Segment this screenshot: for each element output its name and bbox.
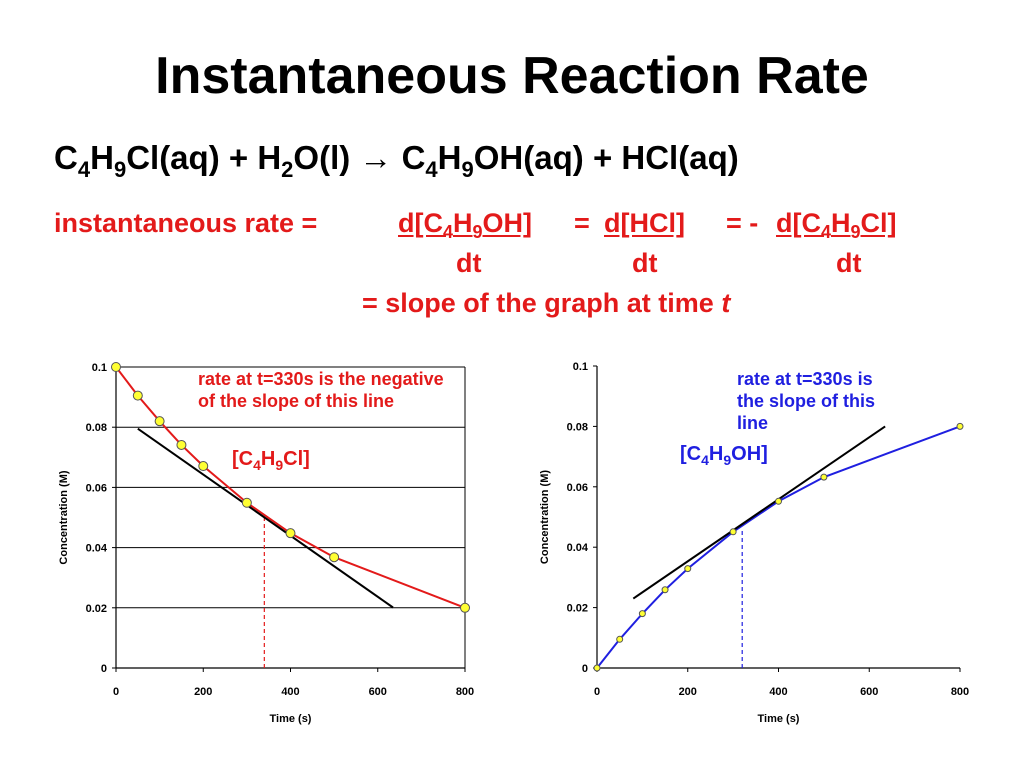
chart2-y-tick-label: 0 xyxy=(582,663,588,675)
chart2-data-point xyxy=(729,528,737,536)
chart1-data-point xyxy=(132,390,143,401)
chart2-x-tick-label: 600 xyxy=(860,686,878,698)
slope-statement: = slope of the graph at time t xyxy=(362,286,730,320)
chart2-x-tick-label: 800 xyxy=(951,686,969,698)
chart1-y-tick-label: 0.06 xyxy=(86,482,107,494)
chart2-data-point xyxy=(638,610,646,618)
chart1-y-tick-label: 0.1 xyxy=(92,362,107,374)
rate-term-2: d[HCl] xyxy=(604,208,685,238)
chart2-y-tick-label: 0.06 xyxy=(567,482,588,494)
chart2-series-label: [C4H9OH] xyxy=(680,443,768,468)
chart2-data-point xyxy=(684,565,692,573)
chart1-y-tick-label: 0 xyxy=(101,663,107,675)
rate-term-1: d[C4H9OH] xyxy=(398,208,533,242)
denominator-3: dt xyxy=(836,248,862,278)
chart2-y-tick-label: 0.04 xyxy=(567,542,589,554)
chart2-y-tick-label: 0.08 xyxy=(567,421,588,433)
rate-equals-2: = xyxy=(574,208,590,238)
chart2-tangent-line xyxy=(632,425,886,600)
chart1-x-axis-label: Time (s) xyxy=(270,713,312,725)
chart1-data-point xyxy=(329,552,340,563)
chart1-x-tick-label: 200 xyxy=(194,686,212,698)
plus-sign-1: + xyxy=(228,139,249,176)
product-1: C4H9OH(aq) xyxy=(401,139,584,182)
chart2-data-point xyxy=(593,664,601,672)
chart2-data-point xyxy=(616,635,624,643)
chart1-y-tick-label: 0.04 xyxy=(86,543,108,555)
chart2-series-line xyxy=(596,425,961,669)
chart2-x-tick-label: 0 xyxy=(594,686,600,698)
product-2: HCl(aq) xyxy=(621,139,739,176)
reaction-equation: C4H9Cl(aq) + H2O(l) → C4H9OH(aq) + HCl(a… xyxy=(54,138,739,182)
slope-time-variable: t xyxy=(721,288,731,318)
chart1-data-point xyxy=(198,461,209,472)
chart1-tangent-line xyxy=(137,427,394,609)
chart1-annotation: rate at t=330s is the negative of the slo… xyxy=(198,369,444,411)
chart2-x-tick-label: 200 xyxy=(679,686,697,698)
chart2-y-tick-label: 0.1 xyxy=(573,361,588,373)
chart2-y-tick-label: 0.02 xyxy=(567,603,588,615)
denominator-1: dt xyxy=(456,248,482,278)
chart1-data-point xyxy=(111,362,121,372)
chart1-x-tick-label: 800 xyxy=(456,686,474,698)
denominator-2: dt xyxy=(632,248,658,278)
chart1-data-point xyxy=(176,439,187,450)
chart1-data-point xyxy=(460,602,470,613)
chart2-x-axis-label: Time (s) xyxy=(758,713,800,725)
chart1-data-point xyxy=(241,497,252,508)
chart1-x-tick-label: 400 xyxy=(281,686,299,698)
rate-term-3: d[C4H9Cl] xyxy=(776,208,897,242)
reactant-2: H2O(l) xyxy=(257,139,351,182)
chart1-y-tick-label: 0.02 xyxy=(86,603,107,615)
chart2-data-point xyxy=(775,497,782,505)
rate-equals-3: = - xyxy=(726,208,759,238)
chart2-data-point xyxy=(956,422,964,430)
reactant-1: C4H9Cl(aq) xyxy=(54,139,220,182)
chart1-y-tick-label: 0.08 xyxy=(86,422,107,434)
chart2-data-point xyxy=(661,586,669,594)
chart1-data-point xyxy=(285,528,296,539)
chart2-annotation: rate at t=330s is the slope of this line xyxy=(737,369,875,433)
chart2-y-axis-label: Concentration (M) xyxy=(539,470,551,564)
chart2-data-point xyxy=(820,473,828,481)
plus-sign-2: + xyxy=(592,139,613,176)
reaction-arrow-icon: → xyxy=(359,139,393,176)
chart1-series-label: [C4H9Cl] xyxy=(232,448,310,473)
chart1-x-tick-label: 600 xyxy=(369,686,387,698)
slope-text: = slope of the graph at time xyxy=(362,288,714,318)
slide-title: Instantaneous Reaction Rate xyxy=(155,47,869,105)
rate-prefix: instantaneous rate = xyxy=(54,208,318,238)
chart1-data-point xyxy=(154,416,165,427)
chart1-x-tick-label: 0 xyxy=(113,686,119,698)
chart2-x-tick-label: 400 xyxy=(769,686,787,698)
chart1-y-axis-label: Concentration (M) xyxy=(58,470,70,564)
